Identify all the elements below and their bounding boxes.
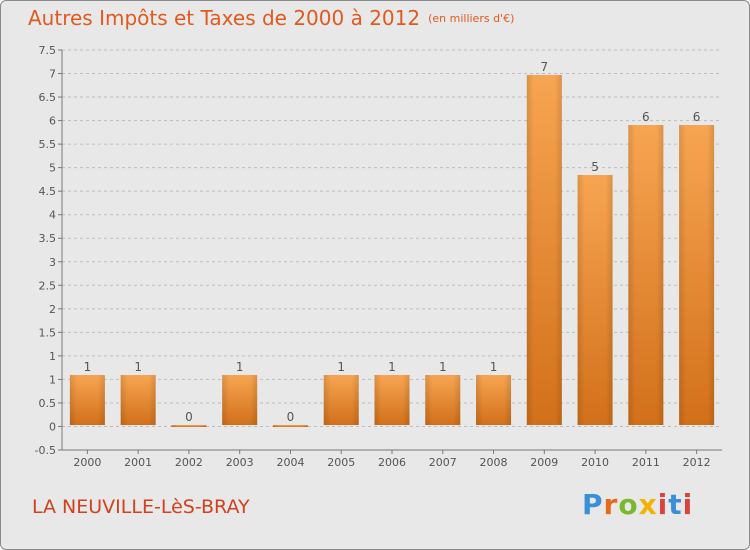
bar-shade <box>679 125 715 425</box>
bar-shade <box>222 375 258 425</box>
y-tick-label: 7 <box>49 68 56 81</box>
bar-shade <box>120 375 156 425</box>
bar-data-label: 1 <box>388 360 396 374</box>
y-tick-label: 0.5 <box>39 397 57 410</box>
y-tick-label: 6.5 <box>39 91 57 104</box>
x-tick-label: 2007 <box>429 456 457 469</box>
y-tick-label: 2 <box>49 303 56 316</box>
bar-data-label: 1 <box>490 360 498 374</box>
x-tick-label: 2005 <box>327 456 355 469</box>
bar-data-label: 1 <box>337 360 345 374</box>
bar-data-label: 7 <box>540 60 548 74</box>
bar-data-label: 5 <box>591 160 599 174</box>
x-tick-label: 2009 <box>530 456 558 469</box>
y-tick-label: 1 <box>49 373 56 386</box>
chart-title: Autres Impôts et Taxes de 2000 à 2012 (en… <box>28 6 514 30</box>
bar-shade <box>272 425 308 427</box>
y-tick-label: 6 <box>49 115 56 128</box>
y-tick-label: 4 <box>49 209 56 222</box>
x-tick-label: 2004 <box>276 456 304 469</box>
bar-data-label: 1 <box>84 360 92 374</box>
bar-data-label: 1 <box>439 360 447 374</box>
x-tick-label: 2006 <box>378 456 406 469</box>
bar-data-label: 1 <box>134 360 142 374</box>
y-tick-label: 1 <box>49 350 56 363</box>
y-tick-label: 3 <box>49 256 56 269</box>
x-tick-label: 2002 <box>175 456 203 469</box>
bar-data-label: 0 <box>185 410 193 424</box>
bar-shade <box>476 375 512 425</box>
x-tick-label: 2012 <box>683 456 711 469</box>
y-tick-label: -0.5 <box>35 444 56 457</box>
y-tick-label: 5 <box>49 162 56 175</box>
chart-title-unit: (en milliers d'€) <box>428 12 515 25</box>
y-tick-label: 4.5 <box>39 185 57 198</box>
bar-data-label: 6 <box>642 110 650 124</box>
x-tick-label: 2008 <box>480 456 508 469</box>
chart-title-text: Autres Impôts et Taxes de 2000 à 2012 <box>28 6 421 30</box>
bar-data-label: 0 <box>287 410 295 424</box>
commune-name: LA NEUVILLE-LèS-BRAY <box>32 496 250 518</box>
y-tick-label: 1.5 <box>39 326 57 339</box>
x-tick-label: 2003 <box>226 456 254 469</box>
y-tick-label: 5.5 <box>39 138 57 151</box>
bar-data-label: 6 <box>693 110 701 124</box>
y-tick-label: 2.5 <box>39 279 57 292</box>
proxiti-logo[interactable]: Proxiti <box>582 488 694 521</box>
bar-shade <box>628 125 664 425</box>
bar-shade <box>526 75 562 425</box>
x-tick-label: 2010 <box>581 456 609 469</box>
y-tick-label: 3.5 <box>39 232 57 245</box>
bar-shade <box>171 425 207 427</box>
bar-shade <box>374 375 410 425</box>
y-tick-label: 0 <box>49 420 56 433</box>
x-tick-label: 2001 <box>124 456 152 469</box>
y-tick-label: 7.5 <box>39 44 57 57</box>
bar-shade <box>425 375 461 425</box>
bar-shade <box>323 375 359 425</box>
x-tick-label: 2000 <box>73 456 101 469</box>
x-tick-label: 2011 <box>632 456 660 469</box>
bar-data-label: 1 <box>236 360 244 374</box>
bar-shade <box>577 175 613 425</box>
bar-shade <box>69 375 105 425</box>
